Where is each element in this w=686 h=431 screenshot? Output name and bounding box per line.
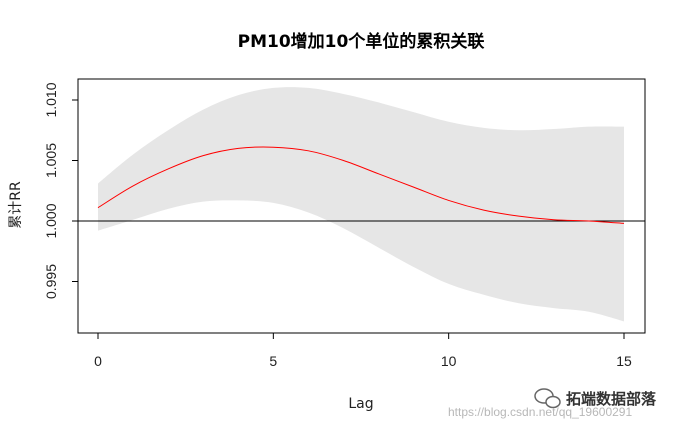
y-axis-label: 累计RR [8,181,24,229]
y-tick-label: 1.010 [43,82,59,117]
plot-frame [77,78,646,334]
confidence-band [98,87,624,322]
chart-title: PM10增加10个单位的累积关联 [238,31,485,52]
wechat-icon [534,388,561,409]
y-tick-label: 1.000 [43,203,59,238]
x-tick-label: 5 [269,353,277,369]
x-tick-label: 15 [616,353,632,369]
plot-area: 0 5 10 15 0.995 1.000 1.005 1.010 [43,78,646,369]
x-tick-label: 0 [94,353,102,369]
series-line-0 [97,146,625,224]
y-tick-label: 1.005 [43,143,59,178]
x-axis-label: Lag [348,396,373,412]
watermark: 拓端数据部落 https://blog.csdn.net/qq_19600291 [448,388,657,419]
watermark-url: https://blog.csdn.net/qq_19600291 [448,405,632,419]
watermark-brand: 拓端数据部落 [566,390,657,408]
x-tick-label: 10 [441,353,457,369]
y-tick-label: 0.995 [43,264,59,299]
